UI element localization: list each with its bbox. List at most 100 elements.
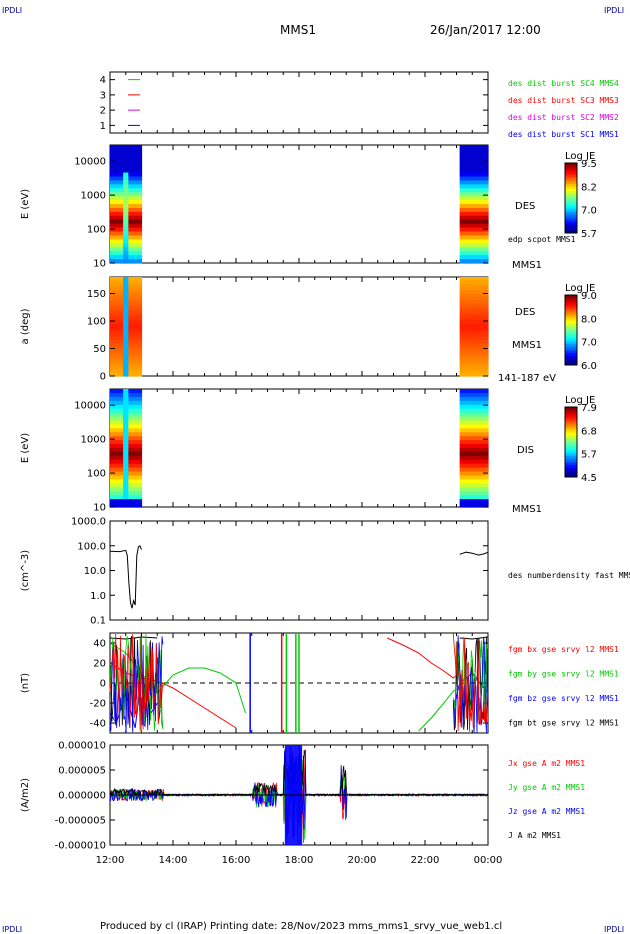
spectrogram-cell	[125, 455, 129, 461]
spectrogram-cell	[480, 160, 484, 166]
spectrogram-cell	[136, 180, 140, 185]
spectrogram-cell	[478, 280, 482, 285]
spectrogram-cell	[115, 235, 119, 240]
spectrogram-cell	[131, 152, 135, 158]
spectrogram-cell	[478, 168, 482, 174]
spectrogram-cell	[462, 283, 465, 288]
spectrogram-cell	[480, 296, 484, 301]
spectrogram-cell	[117, 339, 122, 344]
spectrogram-cell	[138, 215, 143, 221]
spectrogram-cell	[466, 306, 470, 311]
spectrogram-cell	[469, 356, 473, 361]
spectrogram-cell	[112, 306, 116, 311]
spectrogram-cell	[131, 349, 135, 354]
spectrogram-cell	[117, 223, 122, 229]
colorbar-title: Log JE	[565, 151, 595, 162]
spectrogram-cell	[485, 424, 489, 429]
series-legend: fgm by gse srvy l2 MMS1	[508, 670, 619, 679]
y-tick-label: 10	[93, 503, 106, 514]
burst-legend-entry: des dist burst SC3 MMS3	[508, 96, 619, 105]
spectrogram-cell	[462, 475, 465, 481]
spectrogram-cell	[469, 503, 473, 508]
spectrogram-cell	[462, 362, 465, 367]
spectrogram-cell	[473, 352, 477, 357]
spectrogram-cell	[138, 326, 143, 331]
spectrogram-cell	[485, 148, 489, 154]
spectrogram-cell	[469, 339, 473, 344]
spectrogram-cell	[110, 313, 114, 318]
spectrogram-cell	[480, 152, 484, 158]
spectrogram-cell	[128, 231, 132, 237]
spectrogram-cell	[131, 404, 135, 410]
spectrogram-cell	[110, 152, 114, 158]
spectrogram-cell	[138, 172, 143, 178]
spectrogram-cell	[480, 323, 484, 328]
spectrogram-cell	[462, 145, 465, 150]
spectrogram-cell	[125, 235, 129, 240]
spectrogram-cell	[117, 188, 122, 193]
spectrogram-cell	[131, 339, 135, 344]
spectrogram-cell	[115, 176, 119, 181]
spectrogram-cell	[469, 168, 473, 174]
colorbar-swatch	[565, 330, 577, 333]
spectrogram-cell	[125, 303, 129, 308]
spectrogram-cell	[123, 148, 127, 154]
spectrogram-cell	[128, 412, 132, 418]
spectrogram-cell	[483, 231, 487, 237]
spectrogram-cell	[473, 356, 477, 361]
spectrogram-cell	[480, 188, 484, 193]
spectrogram-cell	[466, 207, 470, 213]
spectrogram-cell	[459, 359, 463, 364]
spectrogram-cell	[469, 372, 473, 377]
spectrogram-cell	[483, 416, 487, 422]
spectrogram-cell	[131, 392, 135, 398]
spectrogram-cell	[133, 239, 137, 244]
spectrogram-cell	[120, 160, 124, 166]
spectrogram-cell	[478, 352, 482, 357]
spectrogram-cell	[478, 160, 482, 166]
spectrogram-cell	[480, 277, 484, 281]
spectrogram-cell	[110, 369, 114, 374]
spectrogram-cell	[131, 420, 135, 425]
spectrogram-cell	[133, 479, 137, 484]
spectrogram-cell	[138, 192, 143, 197]
spectrogram-cell	[125, 283, 129, 288]
spectrogram-cell	[483, 467, 487, 473]
spectrogram-cell	[138, 152, 143, 158]
spectrogram-cell	[462, 160, 465, 166]
spectrogram-cell	[464, 313, 468, 318]
spectrogram-cell	[120, 416, 124, 422]
spectrogram-cell	[471, 243, 475, 248]
spectrogram-cell	[133, 180, 137, 185]
spectrogram-cell	[136, 235, 140, 240]
spectrogram-cell	[115, 343, 119, 347]
spectrogram-cell	[485, 471, 489, 477]
corner-label-bl: IPDLI	[2, 925, 22, 934]
spectrogram-cell	[466, 451, 470, 457]
spectrogram-cell	[480, 416, 484, 422]
spectrogram-cell	[480, 352, 484, 357]
spectrogram-cell	[123, 499, 127, 504]
spectrogram-cell	[476, 499, 480, 504]
spectrogram-cell	[466, 211, 470, 217]
spectrogram-cell	[471, 471, 475, 477]
spectrogram-cell	[117, 440, 122, 445]
spectrogram-cell	[462, 428, 465, 433]
spectrogram-cell	[136, 251, 140, 256]
spectrogram-cell	[466, 366, 470, 370]
spectrogram-cell	[117, 293, 122, 298]
spectrogram-cell	[473, 451, 477, 457]
spectrogram-cell	[483, 316, 487, 321]
colorbar-swatch	[565, 193, 577, 197]
time-tick-label: 20:00	[348, 855, 377, 866]
spectrogram-cell	[136, 471, 140, 477]
spectrogram-cell	[462, 152, 465, 158]
spectrogram-cell	[138, 231, 143, 237]
spectrogram-cell	[136, 339, 140, 344]
spectrogram-cell	[466, 286, 470, 291]
spectrogram-cell	[117, 300, 122, 304]
spectrogram-cell	[462, 467, 465, 473]
spectrogram-cell	[117, 283, 122, 288]
spectrogram-cell	[123, 448, 127, 453]
colorbar-tick-label: 7.9	[581, 403, 597, 414]
